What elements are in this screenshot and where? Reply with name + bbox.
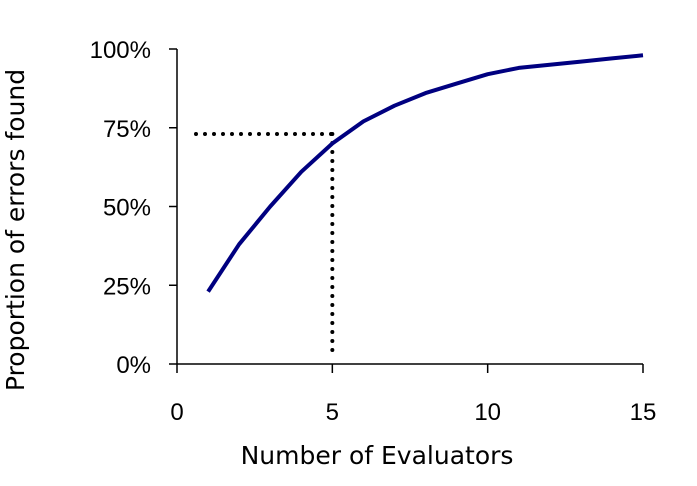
x-axis-title: Number of Evaluators <box>241 441 514 470</box>
y-axis-title: Proportion of errors found <box>1 69 30 391</box>
y-tick-label: 100% <box>90 37 151 64</box>
series-line <box>206 53 644 293</box>
y-ticks: 0% 25% 50% 75% 100% <box>90 37 177 379</box>
y-tick-label: 25% <box>103 273 151 300</box>
x-ticks: 0 5 10 15 <box>170 364 656 426</box>
x-tick-label: 5 <box>326 399 339 426</box>
y-tick-label: 50% <box>103 195 151 222</box>
axes <box>176 49 643 365</box>
annotation-guides <box>194 132 335 354</box>
series-group <box>206 53 644 293</box>
y-tick-label: 0% <box>116 352 151 379</box>
x-tick-label: 0 <box>170 399 183 426</box>
x-tick-label: 15 <box>630 399 657 426</box>
y-tick-label: 75% <box>103 116 151 143</box>
x-tick-label: 10 <box>474 399 501 426</box>
